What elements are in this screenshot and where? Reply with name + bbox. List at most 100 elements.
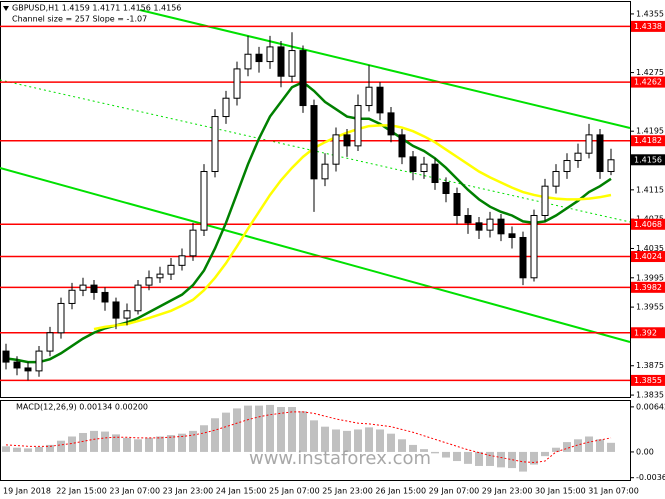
candle-body (442, 182, 450, 195)
macd-bar (321, 426, 329, 452)
macd-bar (453, 451, 461, 462)
macd-bar (189, 430, 197, 452)
candle-body (398, 134, 406, 158)
candle-body (167, 264, 175, 275)
macd-bar (530, 451, 538, 465)
macd-bar (255, 405, 263, 452)
macd-bar (134, 439, 142, 452)
candle-body (299, 50, 307, 107)
candle-body (178, 255, 186, 266)
y-tick-label: 1.4275 (636, 68, 664, 77)
macd-bar (145, 437, 153, 452)
level-box (631, 135, 665, 147)
candle-body (134, 284, 142, 312)
candle-body (420, 163, 428, 173)
candle-body (310, 105, 318, 180)
macd-bar (112, 434, 120, 452)
y-tick-label: 1.3995 (636, 273, 664, 282)
candle-body (145, 277, 153, 286)
x-tick-label: 22 Jan 15:00 (56, 487, 107, 496)
candle-body (46, 332, 54, 352)
level-box (631, 251, 665, 263)
last-price-box (631, 154, 665, 166)
level-label: 1.392 (634, 328, 657, 337)
candle-body (343, 134, 351, 147)
header-icon (3, 6, 9, 11)
macd-bar (332, 429, 340, 452)
macd-bar (277, 407, 285, 452)
y-tick-label: 1.4355 (636, 9, 664, 18)
level-label: 1.4182 (634, 136, 662, 145)
macd-bar (178, 433, 186, 452)
candle-body (189, 229, 197, 257)
macd-tick-label: 0.00 (636, 447, 654, 456)
x-tick-label: 31 Jan 07:00 (588, 487, 639, 496)
candle-body (552, 171, 560, 187)
x-tick-label: 26 Jan 15:00 (375, 487, 426, 496)
candle-body (244, 53, 252, 70)
candle-body (90, 284, 98, 293)
candle-body (266, 46, 274, 63)
macd-bar (508, 451, 516, 469)
level-box (631, 76, 665, 88)
macd-bar (442, 451, 450, 458)
macd-tick-label: 0.00642 (636, 402, 665, 411)
candle-body (200, 171, 208, 231)
macd-bar (354, 429, 362, 452)
x-tick-label: 30 Jan 15:00 (535, 487, 586, 496)
candle-body (332, 134, 340, 165)
macd-bar (563, 442, 571, 452)
level-box (631, 374, 665, 386)
level-label: 1.3982 (634, 283, 662, 292)
level-label: 1.4338 (634, 22, 662, 31)
macd-bar (167, 435, 175, 452)
candle-body (156, 273, 164, 279)
macd-bar (574, 439, 582, 452)
macd-bar (497, 451, 505, 468)
last-price-label: 1.4156 (634, 155, 662, 164)
candle-body (233, 68, 241, 99)
chart-title: GBPUSD,H1 1.4159 1.4171 1.4156 1.4156 (12, 4, 181, 13)
candle-body (453, 193, 461, 216)
macd-bar (46, 444, 54, 452)
candle-body (288, 50, 296, 77)
macd-bar (519, 451, 527, 472)
candle-body (387, 112, 395, 136)
candle-body (376, 86, 384, 114)
macd-bar (541, 451, 549, 457)
moving-average (93, 124, 612, 331)
marks: 1.43551.42751.41951.41151.40751.40351.39… (0, 9, 665, 496)
candle-body (563, 160, 571, 173)
macd-bar (299, 411, 307, 452)
macd-signal (5, 411, 612, 463)
macd-bar (365, 427, 373, 452)
x-tick-label: 23 Jan 23:00 (163, 487, 214, 496)
macd-bar (68, 436, 76, 452)
channel-lower (0, 167, 631, 343)
channel-upper (139, 9, 631, 129)
macd-bar (266, 404, 274, 452)
level-box (631, 327, 665, 339)
candle-body (431, 163, 439, 184)
price-frame (0, 1, 631, 398)
macd-bar (431, 451, 439, 454)
channel-info: Channel size = 257 Slope = -1.07 (12, 15, 147, 24)
candle-body (541, 185, 549, 216)
macd-bar (585, 436, 593, 452)
candle-body (123, 310, 131, 319)
watermark: www.instaforex.com (249, 448, 431, 469)
candle-body (13, 361, 21, 369)
candle-body (35, 350, 43, 372)
macd-bar (464, 451, 472, 464)
candle-body (409, 156, 417, 173)
macd-bar (376, 429, 384, 452)
x-tick-label: 24 Jan 15:00 (216, 487, 267, 496)
macd-bar (2, 446, 10, 452)
macd-bar (156, 436, 164, 452)
macd-frame (0, 400, 631, 481)
candle-body (112, 301, 120, 319)
macd-bar (552, 447, 560, 452)
y-tick-label: 1.4195 (636, 127, 664, 136)
level-box (631, 218, 665, 230)
macd-tick-label: -0.00367 (636, 473, 665, 482)
